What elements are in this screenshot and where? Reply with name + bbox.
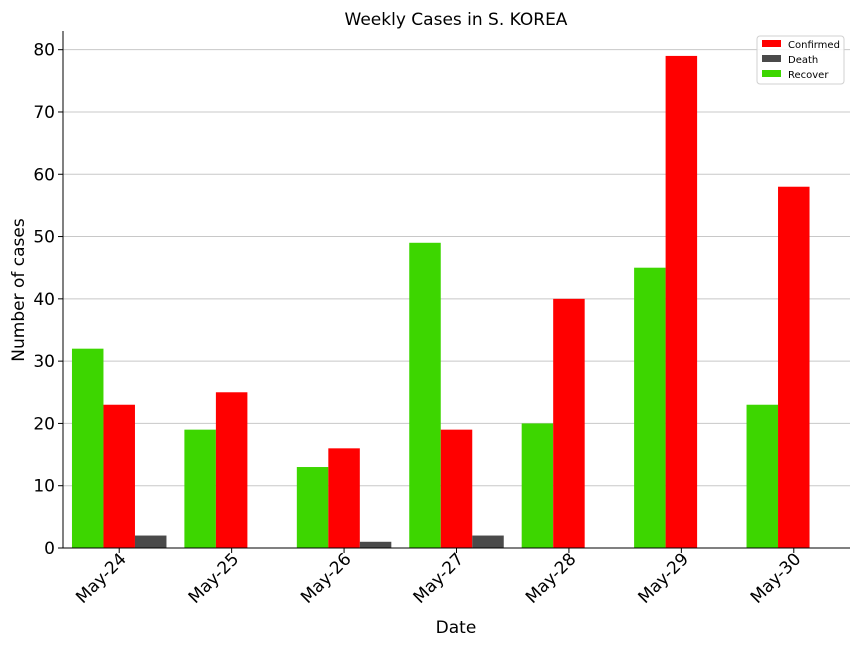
bar-confirmed-may-30: [778, 186, 810, 548]
bar-death-may-27: [472, 535, 504, 548]
bar-confirmed-may-24: [103, 404, 135, 548]
bar-confirmed-may-29: [665, 55, 698, 549]
y-tick-label: 20: [33, 414, 55, 434]
y-tick-label: 30: [33, 352, 55, 372]
legend-label-death: Death: [788, 55, 818, 66]
x-tick-label: May-30: [747, 549, 805, 607]
x-axis-ticks: May-24 May-25 May-26 May-27 May-28 May-29 May-…: [72, 548, 805, 608]
y-tick-label: 0: [44, 539, 55, 559]
x-tick-label: May-28: [522, 549, 580, 607]
legend-swatch-recover: [762, 70, 781, 77]
bar-recover-may-28: [521, 423, 554, 548]
x-tick-label: May-29: [634, 549, 692, 607]
chart-title: Weekly Cases in S. KOREA: [345, 10, 568, 30]
x-tick-label: May-27: [410, 549, 468, 607]
bar-confirmed-may-26: [328, 448, 360, 548]
y-tick-label: 40: [33, 290, 55, 310]
bar-recover-may-26: [296, 467, 329, 548]
y-tick-label: 50: [33, 228, 55, 248]
bar-death-may-26: [359, 541, 392, 548]
legend: Confirmed Death Recover: [756, 35, 845, 85]
x-tick-label: May-25: [185, 549, 243, 607]
bar-recover-may-25: [184, 429, 216, 548]
bar-death-may-24: [134, 535, 167, 548]
legend-label-confirmed: Confirmed: [788, 40, 840, 51]
bar-recover-may-29: [634, 267, 666, 548]
x-tick-label: May-24: [72, 549, 130, 607]
legend-swatch-death: [762, 55, 781, 62]
y-tick-label: 70: [33, 103, 55, 123]
bar-recover-may-27: [409, 242, 441, 548]
bar-recover-may-30: [746, 404, 779, 548]
y-axis-ticks: 0 10 20 30 40 50 60 70 80: [33, 41, 63, 559]
bar-confirmed-may-27: [440, 429, 473, 548]
y-tick-label: 60: [33, 165, 55, 185]
legend-label-recover: Recover: [788, 70, 829, 81]
bar-confirmed-may-28: [553, 298, 585, 548]
bars: [71, 55, 810, 549]
y-tick-label: 80: [33, 41, 55, 61]
y-axis-label: Number of cases: [9, 218, 29, 362]
y-tick-label: 10: [33, 477, 55, 497]
bar-recover-may-24: [71, 348, 104, 548]
legend-swatch-confirmed: [762, 40, 781, 47]
bar-confirmed-may-25: [215, 392, 248, 548]
x-tick-label: May-26: [297, 549, 355, 607]
x-axis-label: Date: [436, 618, 477, 638]
gridlines: [63, 49, 850, 487]
